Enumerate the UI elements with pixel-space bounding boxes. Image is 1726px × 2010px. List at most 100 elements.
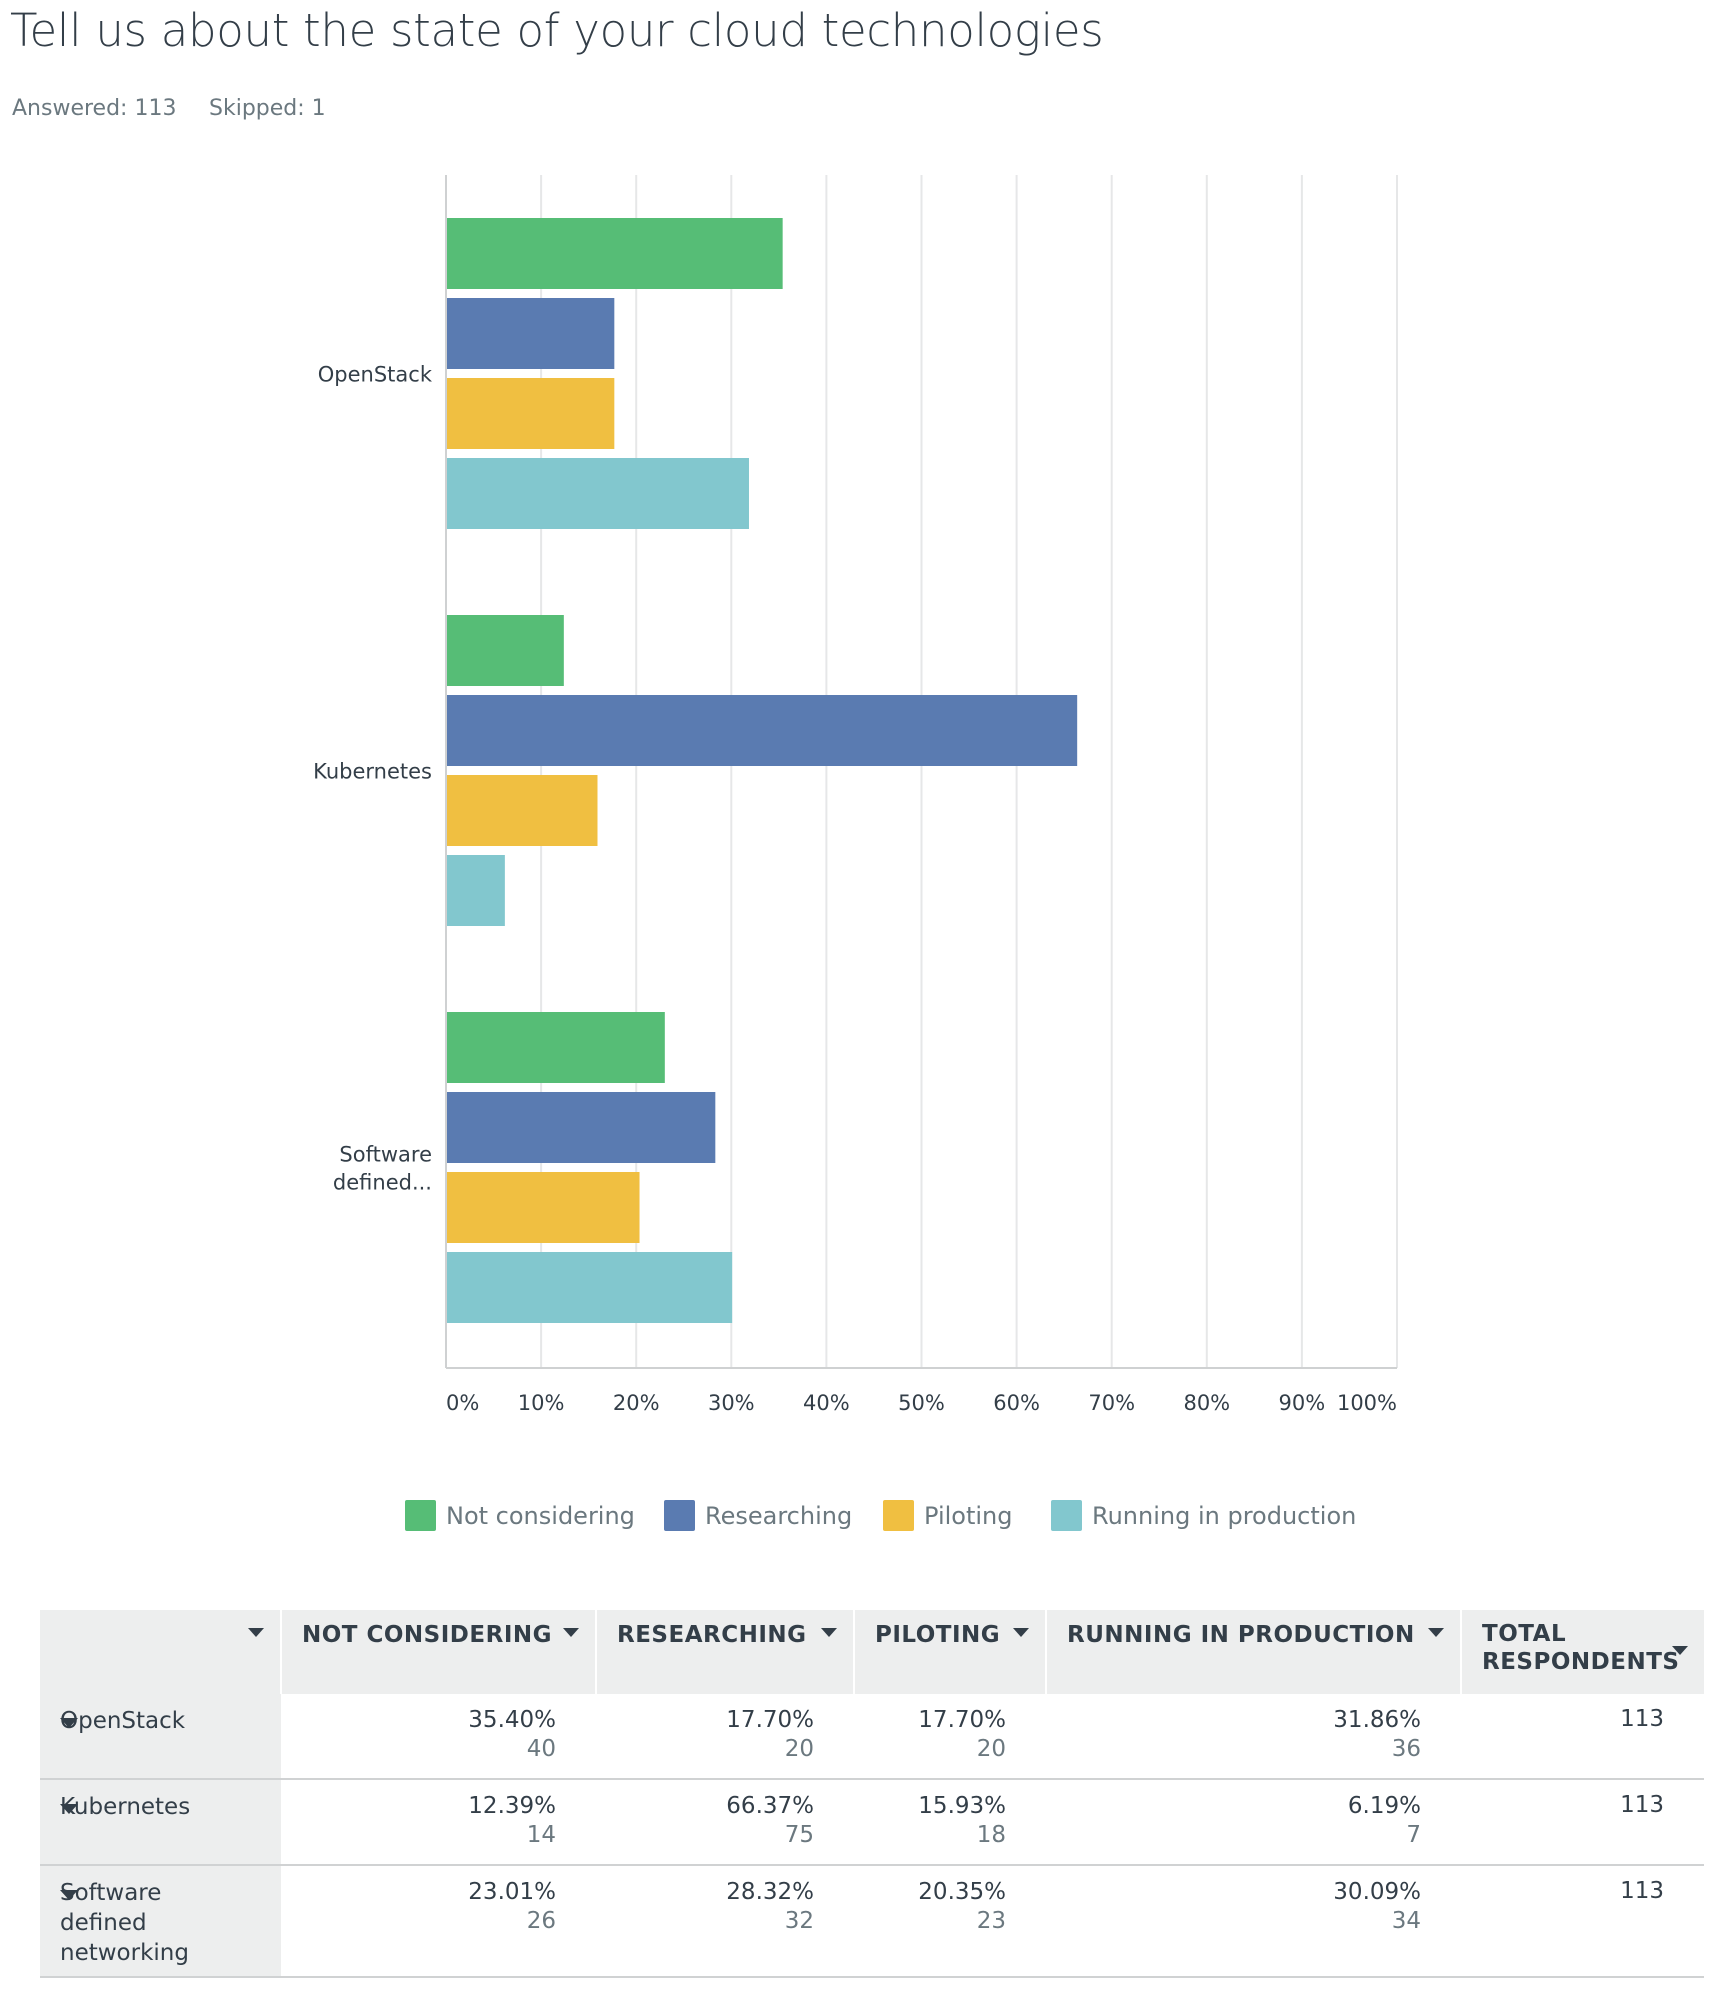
legend-item[interactable]: Not considering — [405, 1500, 635, 1531]
cell-percent: 23.01% — [468, 1879, 556, 1905]
legend-label: Piloting — [924, 1501, 1013, 1530]
bar[interactable] — [447, 218, 783, 289]
table-cell: 31.86% 36 — [1046, 1694, 1461, 1780]
bar[interactable] — [447, 695, 1078, 766]
cell-percent: 30.09% — [1333, 1879, 1421, 1905]
x-tick-label: 30% — [708, 1391, 755, 1415]
row-label[interactable]: Kubernetes — [40, 1779, 281, 1866]
x-tick-label: 100% — [1337, 1391, 1397, 1415]
cell-count: 20 — [784, 1736, 814, 1762]
cell-percent: 66.37% — [726, 1793, 814, 1819]
cell-percent: 28.32% — [726, 1879, 814, 1905]
cell-percent: 12.39% — [468, 1793, 556, 1819]
bar[interactable] — [447, 1252, 733, 1323]
sort-arrow-icon[interactable] — [1428, 1628, 1444, 1637]
sort-arrow-icon[interactable] — [821, 1628, 837, 1637]
row-label[interactable]: OpenStack — [40, 1694, 281, 1780]
header-not-considering[interactable]: NOT CONSIDERING — [280, 1610, 596, 1694]
table-row: Software defined networking 23.01% 26 28.32… — [40, 1865, 1704, 1978]
category-label: OpenStack — [318, 363, 433, 387]
legend-item[interactable]: Researching — [664, 1500, 852, 1531]
legend-swatch — [664, 1500, 695, 1531]
skipped-count: Skipped: 1 — [209, 96, 326, 121]
cell-count: 14 — [526, 1822, 556, 1848]
table-cell: 28.32% 32 — [596, 1865, 854, 1978]
table-cell: 30.09% 34 — [1046, 1865, 1461, 1978]
cell-percent: 20.35% — [918, 1879, 1006, 1905]
header-total-respondents[interactable]: TOTAL RESPONDENTS — [1460, 1610, 1704, 1694]
total-respondents-cell: 113 — [1461, 1694, 1704, 1780]
legend-label: Researching — [705, 1501, 853, 1530]
bar[interactable] — [447, 775, 598, 846]
bar[interactable] — [447, 1092, 716, 1163]
cell-count: 32 — [784, 1908, 814, 1934]
header-piloting[interactable]: PILOTING — [853, 1610, 1046, 1694]
sort-arrow-icon[interactable] — [1672, 1646, 1688, 1655]
bar[interactable] — [447, 855, 505, 926]
x-tick-label: 90% — [1279, 1391, 1326, 1415]
cell-count: 36 — [1391, 1736, 1421, 1762]
table-cell: 20.35% 23 — [854, 1865, 1046, 1978]
expand-arrow-icon[interactable] — [60, 1718, 78, 1728]
results-table: NOT CONSIDERING RESEARCHING PILOTING RUN… — [40, 1610, 1704, 1978]
expand-arrow-icon[interactable] — [60, 1804, 78, 1814]
table-cell: 35.40% 40 — [281, 1694, 596, 1780]
answered-count: Answered: 113 — [12, 96, 177, 121]
table-header-row: NOT CONSIDERING RESEARCHING PILOTING RUN… — [40, 1610, 1704, 1694]
table-cell: 6.19% 7 — [1046, 1779, 1461, 1866]
legend-swatch — [883, 1500, 914, 1531]
row-label-text: Kubernetes — [60, 1794, 191, 1820]
expand-arrow-icon[interactable] — [60, 1890, 78, 1900]
legend-label: Running in production — [1092, 1501, 1357, 1530]
table-cell: 15.93% 18 — [854, 1779, 1046, 1866]
legend-item[interactable]: Piloting — [883, 1500, 1013, 1531]
cell-percent: 17.70% — [918, 1707, 1006, 1733]
chart-legend: Not considering Researching Piloting Runnin… — [0, 1500, 1726, 1536]
cell-count: 75 — [784, 1822, 814, 1848]
row-label-text: OpenStack — [60, 1708, 186, 1734]
legend-item[interactable]: Running in production — [1051, 1500, 1356, 1531]
cell-percent: 15.93% — [918, 1793, 1006, 1819]
table-cell: 17.70% 20 — [596, 1694, 854, 1780]
legend-swatch — [1051, 1500, 1082, 1531]
chart-labels: 0% 10% 20% 30% 40% 50% 60% 70% 80% 90% 100% OpenSta… — [313, 363, 1397, 1416]
bar[interactable] — [447, 615, 564, 686]
cell-percent: 17.70% — [726, 1707, 814, 1733]
sort-arrow-icon[interactable] — [248, 1628, 264, 1637]
x-tick-label: 60% — [993, 1391, 1040, 1415]
table-cell: 17.70% 20 — [854, 1694, 1046, 1780]
bar[interactable] — [447, 1012, 665, 1083]
header-researching[interactable]: RESEARCHING — [595, 1610, 854, 1694]
category-label: Kubernetes — [313, 760, 432, 784]
table-row: OpenStack 35.40% 40 17.70% 20 17.70% 20 31.86% 3… — [40, 1694, 1704, 1780]
bar-chart: 0% 10% 20% 30% 40% 50% 60% 70% 80% 90% 100% OpenSta… — [313, 175, 1398, 1416]
total-respondents-cell: 113 — [1461, 1865, 1704, 1978]
cell-count: 34 — [1391, 1908, 1421, 1934]
x-tick-label: 70% — [1088, 1391, 1135, 1415]
table-cell: 12.39% 14 — [281, 1779, 596, 1866]
row-label[interactable]: Software defined networking — [40, 1865, 281, 1978]
cell-count: 7 — [1406, 1822, 1421, 1848]
header-row-label[interactable] — [40, 1610, 281, 1694]
x-tick-label: 10% — [518, 1391, 565, 1415]
sort-arrow-icon[interactable] — [563, 1628, 579, 1637]
header-running-in-production[interactable]: RUNNING IN PRODUCTION — [1045, 1610, 1461, 1694]
bar[interactable] — [447, 458, 749, 529]
category-label: Software defined... — [333, 1143, 432, 1195]
x-tick-label: 0% — [446, 1391, 479, 1415]
bar[interactable] — [447, 1172, 640, 1243]
page-title: Tell us about the state of your cloud te… — [10, 4, 1104, 57]
row-label-text: Software defined networking — [60, 1880, 189, 1966]
sort-arrow-icon[interactable] — [1013, 1628, 1029, 1637]
cell-percent: 6.19% — [1347, 1793, 1421, 1819]
cell-count: 20 — [976, 1736, 1006, 1762]
legend-label: Not considering — [446, 1501, 635, 1530]
bar[interactable] — [447, 378, 615, 449]
legend-swatch — [405, 1500, 436, 1531]
bar[interactable] — [447, 298, 615, 369]
total-respondents-cell: 113 — [1461, 1779, 1704, 1866]
x-tick-label: 20% — [613, 1391, 660, 1415]
cell-count: 18 — [976, 1822, 1006, 1848]
chart-grid — [445, 175, 1398, 1369]
cell-count: 40 — [526, 1736, 556, 1762]
